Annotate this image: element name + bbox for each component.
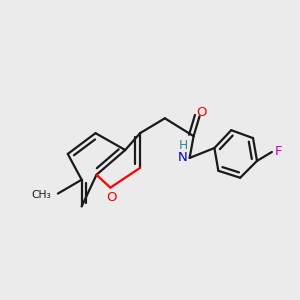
Text: F: F [275, 145, 282, 158]
Text: CH₃: CH₃ [32, 190, 51, 200]
Text: H: H [178, 139, 188, 152]
Text: O: O [197, 106, 207, 119]
Text: O: O [106, 191, 117, 204]
Text: N: N [178, 151, 188, 164]
